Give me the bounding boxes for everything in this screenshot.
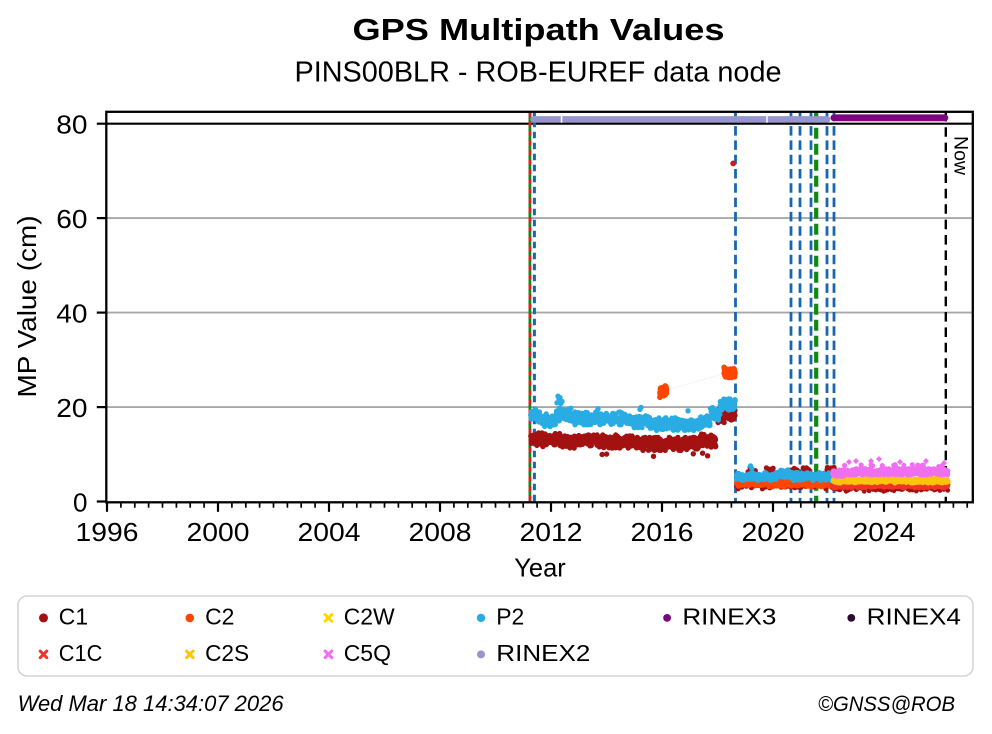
svg-text:C5Q: C5Q — [344, 640, 391, 666]
svg-text:2024: 2024 — [853, 517, 916, 547]
svg-text:C1C: C1C — [59, 640, 103, 666]
svg-text:0: 0 — [73, 487, 87, 517]
svg-text:©GNSS@ROB: ©GNSS@ROB — [818, 693, 955, 716]
svg-text:C2: C2 — [205, 604, 234, 630]
svg-text:RINEX2: RINEX2 — [496, 640, 590, 666]
svg-text:P2: P2 — [496, 604, 524, 630]
svg-text:2000: 2000 — [187, 517, 250, 547]
svg-text:2012: 2012 — [520, 517, 583, 547]
svg-text:Wed Mar 18 14:34:07 2026: Wed Mar 18 14:34:07 2026 — [18, 691, 285, 716]
svg-text:C1: C1 — [59, 604, 88, 630]
svg-text:2016: 2016 — [631, 517, 694, 547]
svg-text:RINEX4: RINEX4 — [867, 604, 962, 630]
svg-text:1996: 1996 — [76, 517, 139, 547]
svg-text:2008: 2008 — [409, 517, 472, 547]
svg-text:RINEX3: RINEX3 — [682, 604, 776, 630]
svg-text:2020: 2020 — [742, 517, 805, 547]
svg-text:80: 80 — [56, 110, 87, 140]
svg-text:40: 40 — [56, 298, 87, 328]
svg-text:2004: 2004 — [298, 517, 361, 547]
svg-text:MP Value (cm): MP Value (cm) — [12, 216, 42, 398]
svg-text:C2S: C2S — [205, 640, 249, 666]
svg-text:60: 60 — [56, 204, 87, 234]
svg-text:20: 20 — [56, 393, 87, 423]
svg-text:C2W: C2W — [344, 604, 395, 630]
svg-text:PINS00BLR - ROB-EUREF data nod: PINS00BLR - ROB-EUREF data node — [295, 57, 782, 89]
svg-text:Now: Now — [950, 136, 972, 176]
svg-text:GPS Multipath Values: GPS Multipath Values — [353, 12, 725, 47]
svg-text:Year: Year — [514, 552, 566, 582]
